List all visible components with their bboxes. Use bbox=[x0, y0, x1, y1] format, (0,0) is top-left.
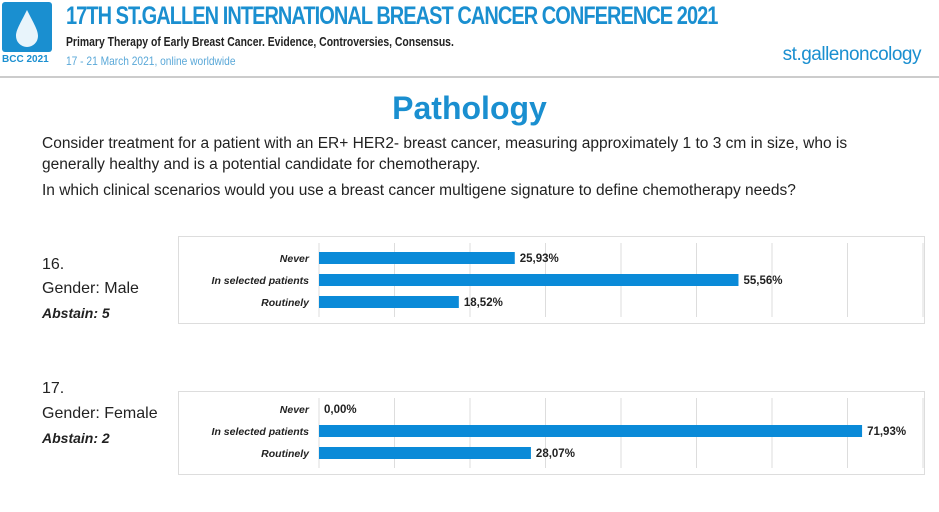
chart-female: Never 0,00% In selected patients 71,93% Rout… bbox=[178, 391, 925, 475]
data-label: 71,93% bbox=[867, 426, 906, 438]
bar bbox=[319, 425, 863, 437]
conference-title: 17TH ST.GALLEN INTERNATIONAL BREAST CANC… bbox=[66, 2, 718, 30]
logo-year: BCC 2021 bbox=[2, 54, 49, 65]
data-label: 18,52% bbox=[464, 297, 503, 309]
item-abstain: Abstain: 5 bbox=[42, 305, 110, 321]
bar bbox=[319, 296, 459, 308]
data-label: 25,93% bbox=[520, 253, 559, 265]
question-context: Consider treatment for a patient with an… bbox=[42, 135, 848, 173]
item-number: 17. bbox=[42, 380, 65, 397]
category-label: Never bbox=[280, 253, 310, 265]
data-label: 0,00% bbox=[324, 404, 357, 416]
category-label: Routinely bbox=[261, 448, 310, 460]
question-text: In which clinical scenarios would you us… bbox=[42, 182, 796, 199]
chart-male: Never 25,93% In selected patients 55,56% Rou… bbox=[178, 236, 925, 324]
slide-title: Pathology bbox=[392, 90, 547, 126]
data-label: 55,56% bbox=[743, 275, 782, 287]
brand-logo: st.gallenoncology bbox=[782, 44, 922, 65]
category-label: Routinely bbox=[261, 297, 310, 309]
conference-logo bbox=[2, 2, 52, 52]
bar bbox=[319, 447, 531, 459]
item-group: Gender: Male bbox=[42, 280, 139, 297]
bar bbox=[319, 252, 515, 264]
item-number: 16. bbox=[42, 256, 65, 273]
data-label: 28,07% bbox=[536, 448, 575, 460]
category-label: Never bbox=[280, 404, 310, 416]
item-abstain: Abstain: 2 bbox=[42, 430, 110, 446]
category-label: In selected patients bbox=[212, 275, 310, 287]
item-group: Gender: Female bbox=[42, 405, 158, 422]
conference-dates: 17 - 21 March 2021, online worldwide bbox=[66, 54, 236, 68]
conference-subtitle: Primary Therapy of Early Breast Cancer. … bbox=[66, 34, 454, 49]
bar bbox=[319, 274, 739, 286]
header-divider bbox=[0, 76, 939, 78]
category-label: In selected patients bbox=[212, 426, 310, 438]
